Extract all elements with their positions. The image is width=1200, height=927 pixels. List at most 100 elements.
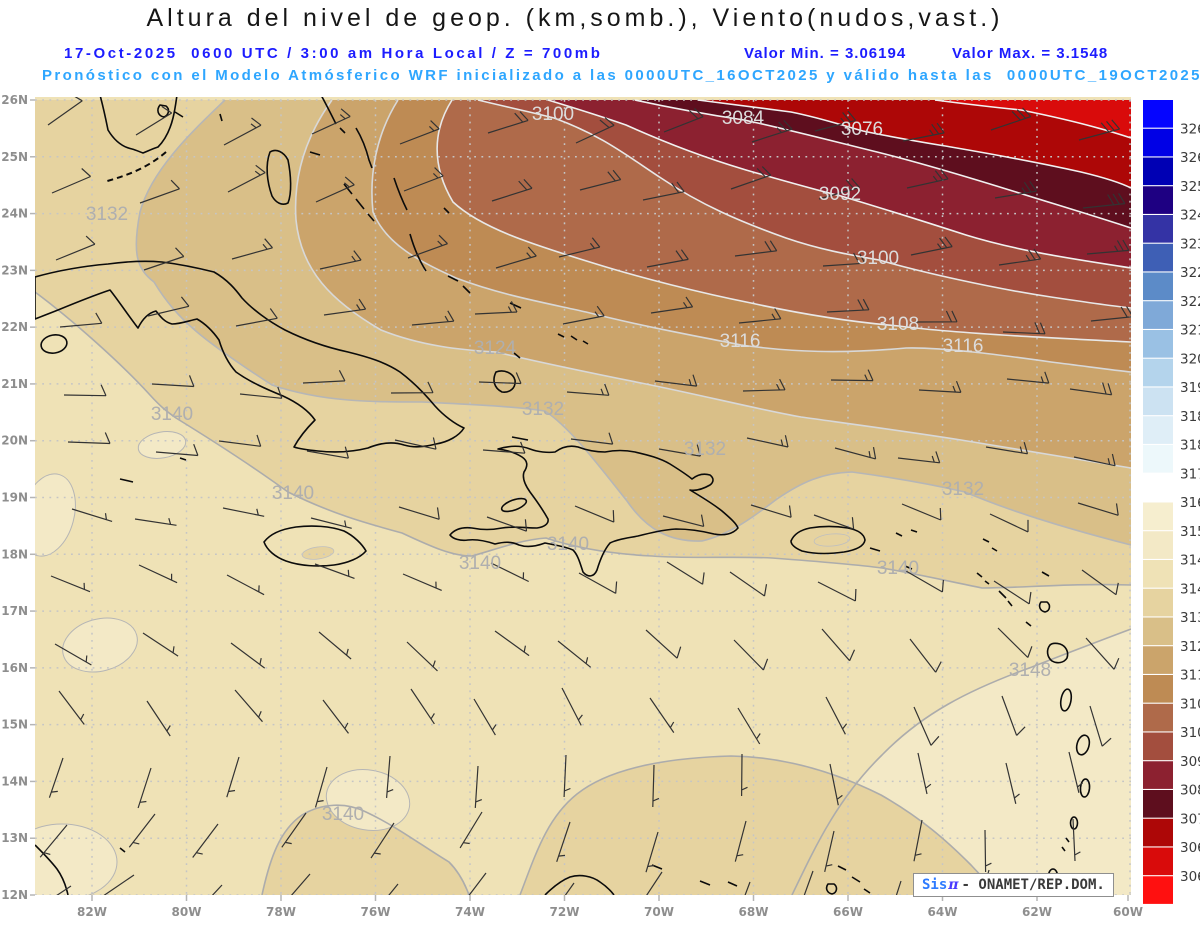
contour-line xyxy=(547,99,1131,269)
contour-label: 3092 xyxy=(819,184,861,205)
wind-barb xyxy=(474,301,518,315)
wind-barb xyxy=(1072,818,1081,862)
wind-barb xyxy=(666,561,705,585)
wind-barb xyxy=(302,370,346,384)
contour-label: 3116 xyxy=(720,331,761,352)
wind-barb xyxy=(495,246,537,269)
contour-label: 3084 xyxy=(722,108,765,129)
shading-patch xyxy=(325,769,411,831)
shading-patch xyxy=(813,533,851,547)
wind-barb xyxy=(318,631,352,660)
contour-line xyxy=(135,99,1131,546)
wind-barb xyxy=(491,178,533,202)
wind-barb xyxy=(487,111,529,134)
lon-axis-label: 64W xyxy=(928,905,958,919)
colorbar-block xyxy=(1143,301,1173,329)
wind-barb xyxy=(910,236,953,256)
shading-band xyxy=(698,100,1131,188)
lat-axis-label: 16N xyxy=(1,661,28,675)
wind-barb xyxy=(990,107,1032,131)
wind-barb xyxy=(730,166,772,190)
wind-barb xyxy=(407,234,448,259)
coastline xyxy=(976,538,998,585)
lat-axis-label: 24N xyxy=(1,207,28,221)
coastline xyxy=(1025,621,1032,627)
wind-barb xyxy=(137,767,152,809)
lon-axis-label: 78W xyxy=(266,905,296,919)
wind-barb xyxy=(319,250,362,270)
lat-axis-label: 26N xyxy=(1,93,28,107)
wind-barb xyxy=(913,819,923,862)
lat-axis-label: 12N xyxy=(1,888,28,902)
wind-barb xyxy=(746,435,789,448)
colorbar-block xyxy=(1143,732,1173,761)
island-coastline xyxy=(500,497,528,513)
shading-band xyxy=(262,805,469,895)
wind-barb xyxy=(829,763,843,806)
lat-axis-label: 21N xyxy=(1,377,28,391)
shading-band xyxy=(935,100,1131,138)
wind-barb xyxy=(826,298,870,313)
colorbar-block xyxy=(1143,473,1173,502)
contour-label: 3132 xyxy=(684,439,726,460)
wind-barb xyxy=(993,580,1032,605)
colorbar-block xyxy=(1143,186,1173,214)
coastline xyxy=(443,207,450,214)
wind-barb xyxy=(386,755,394,798)
wind-barb xyxy=(1002,322,1046,335)
wind-barb xyxy=(474,765,483,808)
wind-barb xyxy=(654,374,698,387)
contour-label: 3108 xyxy=(877,314,919,335)
lat-axis-label: 22N xyxy=(1,320,28,334)
lon-axis-label: 70W xyxy=(644,905,674,919)
colorbar-label: 3092 xyxy=(1180,754,1200,770)
coastline xyxy=(1038,571,1051,613)
wind-barb xyxy=(410,688,435,725)
contour-line xyxy=(371,99,1131,373)
wind-barb xyxy=(135,105,173,136)
colorbar-block xyxy=(1143,876,1173,904)
coastline xyxy=(309,151,321,156)
contour-label: 3140 xyxy=(151,404,193,425)
lat-axis-label: 20N xyxy=(1,434,28,448)
wind-barb xyxy=(1078,119,1121,141)
shading-patch xyxy=(62,617,138,673)
colorbar-label: 3124 xyxy=(1180,639,1200,655)
wind-barb xyxy=(994,180,1037,199)
coastline xyxy=(409,233,427,272)
wind-barb xyxy=(734,240,778,257)
coastline xyxy=(35,844,69,895)
wind-barb xyxy=(563,754,571,798)
wind-barb xyxy=(315,176,355,203)
colorbar-label: 3180 xyxy=(1180,438,1200,454)
wind-barb xyxy=(494,630,530,657)
wind-barb xyxy=(235,308,278,327)
wind-barb xyxy=(984,829,992,873)
wind-barb xyxy=(1086,239,1130,255)
wind-barb xyxy=(155,443,199,457)
lon-axis-label: 80W xyxy=(172,905,202,919)
contour-line xyxy=(634,99,1131,229)
contour-line xyxy=(477,99,1131,309)
contour-line xyxy=(261,804,470,895)
contour-label: 3076 xyxy=(841,119,883,140)
colorbar-label: 3116 xyxy=(1180,668,1200,684)
lon-axis-label: 72W xyxy=(550,905,580,919)
coastline xyxy=(513,352,521,359)
wind-barb xyxy=(1005,762,1020,804)
coastline xyxy=(263,525,367,567)
wind-barb xyxy=(813,514,855,530)
wind-barb xyxy=(895,880,902,895)
wind-barb xyxy=(143,247,185,271)
coastline xyxy=(157,104,184,118)
lon-axis-label: 76W xyxy=(361,905,391,919)
wind-barb xyxy=(151,375,195,388)
wind-barb xyxy=(901,503,942,521)
wind-barb xyxy=(59,312,103,328)
wind-barb xyxy=(744,881,751,895)
colorbar-block xyxy=(1143,560,1173,588)
wind-barb xyxy=(311,108,351,135)
header: Altura del nivel de geop. (km,somb.), Vi… xyxy=(0,0,1200,95)
colorbar-label: 3172 xyxy=(1180,466,1200,482)
